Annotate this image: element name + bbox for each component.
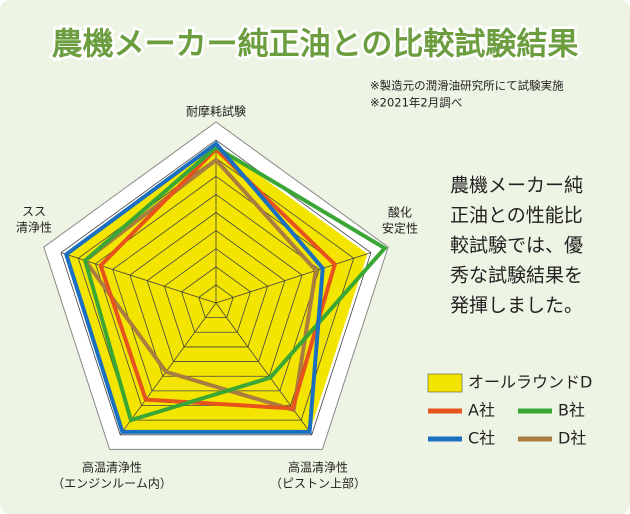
grid-line: [60, 139, 372, 436]
axis-label: スス: [22, 205, 46, 219]
note: ※2021年2月調べ: [370, 96, 462, 110]
description-line: 発揮しました。: [450, 295, 583, 317]
description-line: 正油との性能比: [450, 205, 583, 227]
chart-title: 農機メーカー純正油との比較試験結果: [52, 27, 579, 63]
legend-label: A社: [468, 401, 495, 420]
grid-line: [129, 212, 303, 377]
axis-label: 高温清浄性: [288, 460, 348, 475]
grid-line: [77, 157, 355, 421]
grid-line: [181, 266, 251, 333]
legend-label: D社: [558, 429, 586, 448]
axis-label: 高温清浄性: [82, 460, 142, 475]
description-line: 較試験では、優: [450, 235, 583, 257]
legend-label: B社: [558, 401, 585, 420]
axis-label: 安定性: [382, 221, 418, 236]
grid-line: [163, 248, 269, 348]
radar-line: [63, 141, 325, 434]
legend-swatch: [427, 373, 463, 393]
note: ※製造元の潤滑油研究所にて試験実施: [370, 79, 564, 93]
radar-line: [82, 144, 388, 423]
spoke: [215, 252, 372, 304]
spoke: [215, 302, 313, 436]
axis-label: 清浄性: [16, 221, 52, 235]
axis-label: （エンジンルーム内）: [52, 477, 172, 491]
legend-label: オールラウンドD: [468, 373, 592, 392]
description-line: 秀な試験結果を: [450, 265, 583, 287]
axis-label: （ピストン上部）: [270, 476, 366, 491]
description-line: 農機メーカー純: [450, 175, 583, 197]
spoke: [119, 302, 217, 436]
legend-label: C社: [468, 429, 495, 448]
axis-label: 耐摩耗試験: [186, 104, 246, 119]
axis-label: 酸化: [388, 205, 412, 220]
grid-line: [146, 230, 286, 362]
grid-line: [198, 284, 234, 319]
radar-line: [98, 146, 338, 411]
